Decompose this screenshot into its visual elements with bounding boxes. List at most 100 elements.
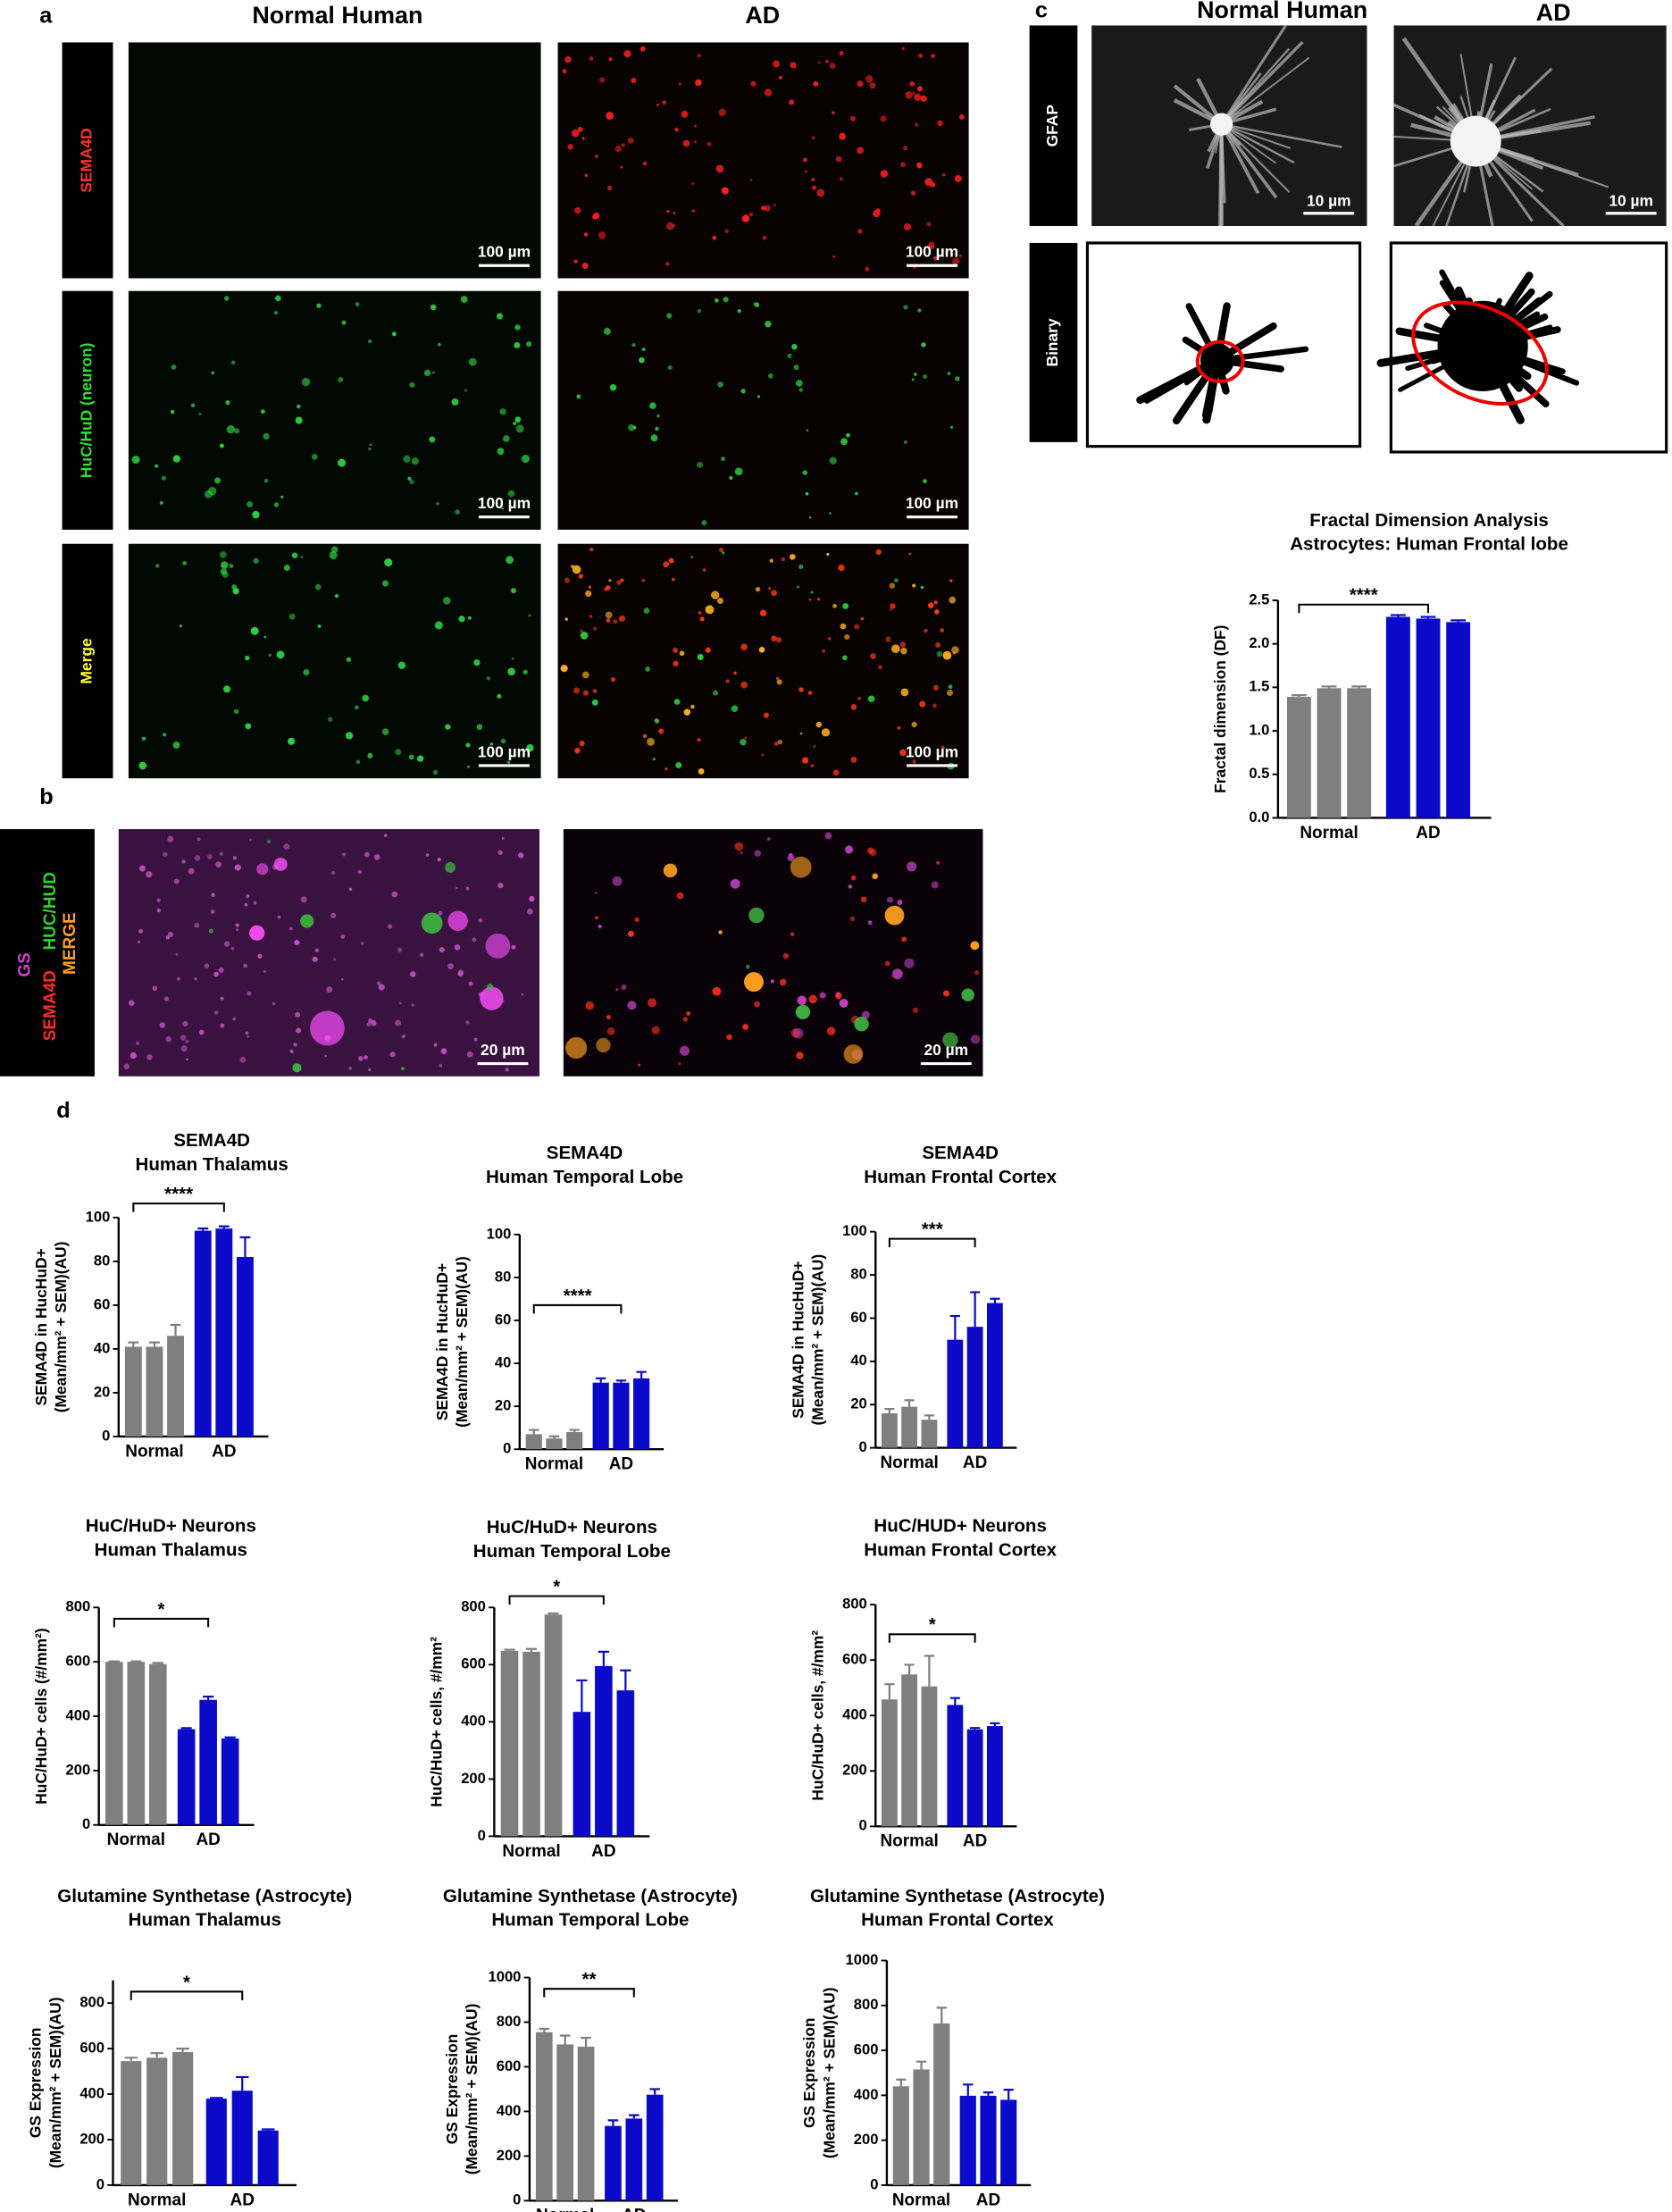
cell-signal (843, 1044, 864, 1064)
cell-signal (923, 373, 928, 379)
scale-bar-label: 100 µm (906, 243, 958, 261)
cell-signal (330, 912, 337, 918)
cell-signal (513, 422, 516, 425)
significance-label: * (929, 1614, 936, 1635)
cell-signal (220, 1023, 225, 1028)
cell-signal (691, 182, 694, 185)
error-bar (924, 1414, 934, 1420)
cell-signal (263, 432, 270, 440)
cell-signal (618, 615, 626, 622)
bar (566, 1431, 583, 1450)
significance-label: ** (582, 1969, 597, 1990)
cell-signal (825, 60, 829, 63)
cell-signal (276, 650, 285, 659)
y-axis-label: HuC/HuD+ cells (#/mm²) (32, 1628, 50, 1804)
cell-signal (673, 212, 676, 215)
y-tick-label: 800 (854, 1996, 879, 2013)
significance-label: * (157, 1599, 164, 1620)
bar (577, 2046, 595, 2201)
cell-signal (146, 1054, 153, 1060)
cell-signal (797, 995, 807, 1006)
bar (1347, 688, 1372, 818)
cell-signal (826, 552, 830, 557)
cell-signal (253, 557, 259, 564)
cell-signal (438, 342, 441, 347)
cell-signal (627, 930, 634, 937)
cell-signal (340, 934, 346, 939)
cell-signal (706, 141, 712, 147)
column-header: Normal Human (1197, 0, 1367, 23)
cell-signal (196, 837, 201, 842)
cell-signal (805, 491, 809, 496)
cell-signal (518, 852, 524, 859)
scale-bar-label: 100 µm (478, 742, 531, 760)
cell-signal (348, 1067, 352, 1070)
cell-signal (341, 320, 347, 325)
cell-signal (744, 972, 764, 993)
cell-signal (648, 998, 657, 1008)
cell-signal (389, 1052, 396, 1058)
cell-signal (411, 457, 419, 465)
micrograph (128, 543, 541, 779)
cell-signal (808, 598, 812, 601)
cell-signal (817, 61, 821, 64)
cell-signal (146, 871, 153, 878)
cell-signal (890, 603, 896, 609)
error-bar (203, 1696, 214, 1700)
cell-signal (665, 767, 668, 771)
cell-signal (860, 896, 867, 903)
cell-signal (730, 878, 740, 889)
cell-signal (194, 922, 200, 928)
cell-signal (815, 721, 823, 728)
row-label-box (62, 543, 113, 779)
cell-signal (917, 308, 922, 313)
cell-signal (362, 694, 369, 702)
cell-signal (272, 1002, 276, 1006)
y-axis-label: GS Expression (27, 2028, 45, 2139)
cell-signal (159, 501, 163, 505)
cell-signal (503, 435, 510, 442)
bar (177, 1729, 196, 1825)
cell-signal (802, 157, 807, 163)
cell-signal (771, 590, 778, 597)
cell-signal (526, 743, 534, 752)
cell-signal (295, 1011, 301, 1018)
cell-signal (682, 1017, 689, 1022)
cell-signal (289, 926, 293, 931)
cell-signal (213, 971, 219, 977)
cell-signal (256, 863, 269, 876)
significance-bracket (132, 1202, 225, 1212)
cell-signal (673, 648, 678, 653)
cell-signal (230, 946, 235, 951)
cell-signal (219, 443, 224, 448)
cell-signal (295, 416, 303, 424)
error-bar (108, 1660, 120, 1663)
cell-signal (755, 586, 761, 592)
y-tick-label: 600 (66, 1653, 91, 1670)
significance-bracket (888, 1633, 976, 1643)
cell-signal (409, 479, 414, 485)
cell-signal (247, 1035, 249, 1038)
y-axis-label: SEMA4D in HucHuD+ (433, 1263, 451, 1420)
y-tick-label: 600 (854, 2041, 879, 2058)
cell-signal (156, 898, 161, 902)
bar (556, 2044, 574, 2201)
y-tick-label: 0 (96, 2175, 104, 2192)
cell-signal (234, 428, 240, 434)
chart-title: Human Frontal Cortex (861, 1910, 1054, 1931)
cell-signal (162, 733, 167, 737)
error-bar (149, 1341, 160, 1347)
error-bar (636, 1370, 647, 1378)
error-bar (949, 1697, 960, 1705)
cell-signal (860, 616, 865, 621)
cell-signal (527, 909, 533, 915)
cell-signal (912, 759, 916, 764)
cell-signal (345, 732, 354, 740)
bar (913, 2069, 930, 2185)
cell-signal (666, 313, 673, 319)
cell-signal (368, 447, 372, 451)
cell-signal (811, 136, 815, 140)
cell-signal (857, 229, 863, 234)
cell-signal (631, 78, 637, 84)
